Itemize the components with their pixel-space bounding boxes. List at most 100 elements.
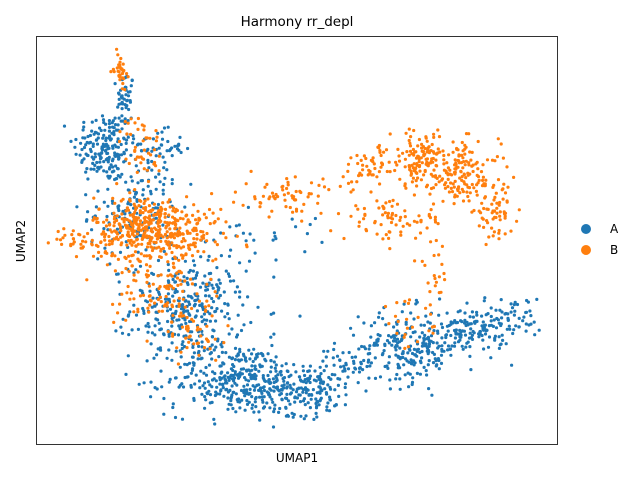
scatter-point	[194, 373, 198, 377]
scatter-point	[157, 169, 161, 173]
scatter-point	[499, 298, 503, 302]
scatter-point	[301, 390, 305, 394]
scatter-point	[95, 220, 99, 225]
scatter-point	[75, 205, 79, 209]
scatter-point	[398, 346, 402, 350]
scatter-point	[286, 414, 290, 418]
scatter-point	[151, 137, 155, 141]
scatter-point	[485, 207, 489, 211]
scatter-point	[202, 212, 206, 216]
scatter-point	[143, 230, 147, 235]
scatter-point	[183, 305, 187, 309]
scatter-point	[163, 176, 167, 180]
scatter-point	[113, 143, 117, 147]
scatter-point	[126, 354, 130, 358]
scatter-point	[211, 259, 215, 263]
scatter-point	[213, 393, 217, 398]
scatter-point	[336, 383, 340, 387]
scatter-point	[460, 344, 464, 348]
scatter-point	[202, 349, 206, 353]
scatter-point	[119, 325, 123, 329]
scatter-point	[396, 147, 400, 151]
scatter-point	[328, 385, 332, 389]
scatter-point	[197, 353, 201, 357]
scatter-point	[425, 349, 429, 353]
scatter-point	[204, 373, 209, 377]
scatter-point	[120, 114, 124, 118]
scatter-point	[371, 160, 375, 164]
scatter-point	[434, 152, 439, 156]
scatter-point	[484, 313, 488, 317]
scatter-point	[263, 379, 268, 383]
scatter-point	[346, 169, 350, 173]
scatter-point	[120, 100, 124, 104]
scatter-point	[110, 239, 115, 243]
scatter-point	[468, 315, 472, 319]
scatter-point	[421, 150, 425, 154]
scatter-point	[472, 331, 476, 335]
scatter-point	[368, 364, 372, 368]
scatter-point	[134, 313, 139, 317]
scatter-point	[218, 392, 222, 396]
scatter-point	[494, 215, 498, 220]
scatter-point	[56, 229, 60, 234]
scatter-point	[403, 184, 407, 188]
scatter-point	[89, 167, 93, 171]
scatter-point	[357, 224, 361, 228]
scatter-point	[199, 238, 203, 242]
scatter-point	[189, 338, 193, 342]
scatter-point	[171, 334, 175, 338]
scatter-point	[493, 338, 497, 342]
scatter-point	[294, 189, 298, 194]
scatter-point	[173, 311, 177, 315]
scatter-point	[153, 212, 157, 216]
scatter-point	[145, 280, 149, 284]
scatter-point	[248, 357, 252, 361]
scatter-point	[417, 214, 421, 218]
scatter-point	[407, 153, 411, 157]
scatter-point	[308, 364, 312, 368]
scatter-point	[278, 370, 282, 374]
scatter-point	[62, 227, 66, 231]
scatter-point	[170, 241, 174, 245]
scatter-point	[218, 378, 222, 382]
scatter-point	[180, 346, 184, 350]
scatter-point	[197, 299, 201, 303]
scatter-point	[115, 47, 119, 51]
scatter-point	[227, 332, 231, 336]
scatter-point	[350, 355, 354, 359]
scatter-point	[395, 372, 399, 377]
scatter-point	[207, 363, 212, 367]
scatter-point	[94, 138, 98, 142]
scatter-point	[434, 183, 438, 187]
scatter-point	[250, 364, 254, 368]
scatter-point	[239, 388, 244, 393]
scatter-point	[286, 191, 290, 195]
scatter-point	[139, 149, 144, 153]
scatter-point	[375, 175, 379, 179]
scatter-point	[228, 225, 232, 229]
scatter-point	[267, 215, 271, 219]
scatter-point	[222, 394, 226, 398]
scatter-point	[328, 397, 332, 402]
scatter-point	[142, 381, 146, 385]
scatter-point	[154, 129, 158, 133]
scatter-point	[274, 258, 278, 262]
scatter-point	[142, 128, 146, 132]
scatter-point	[145, 245, 150, 249]
scatter-point	[343, 403, 347, 407]
scatter-point	[444, 335, 448, 340]
scatter-point	[193, 276, 198, 280]
scatter-point	[205, 299, 209, 303]
scatter-point	[370, 173, 374, 177]
scatter-point	[422, 338, 426, 342]
scatter-point	[470, 333, 474, 337]
scatter-point	[139, 161, 143, 165]
scatter-point	[283, 198, 287, 202]
scatter-point	[79, 141, 83, 145]
scatter-point	[497, 237, 501, 241]
scatter-point	[368, 344, 372, 348]
scatter-point	[265, 390, 269, 394]
scatter-point	[126, 208, 131, 212]
scatter-point	[484, 178, 488, 182]
